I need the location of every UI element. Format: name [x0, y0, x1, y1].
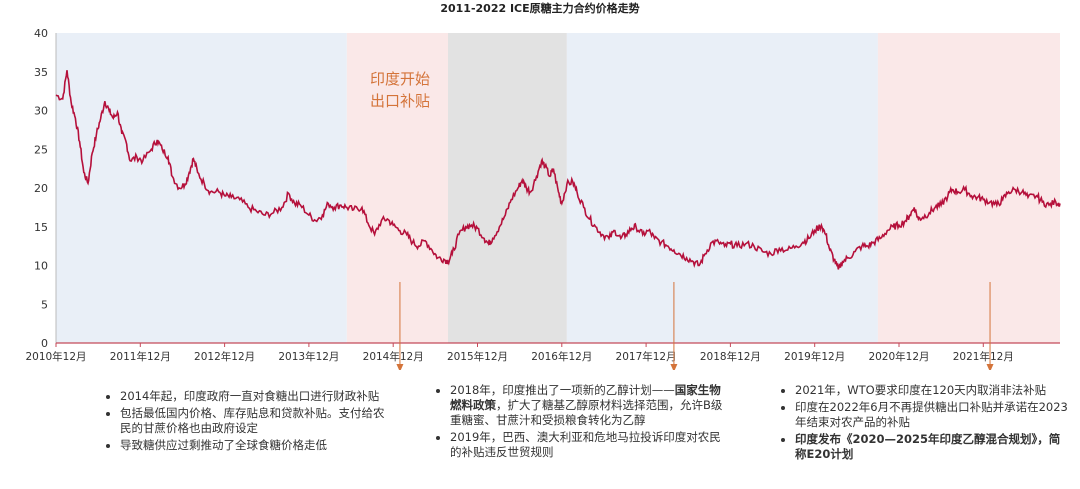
arrow-head-2	[986, 364, 994, 370]
note-2-1-pre: 2018年，印度推出了一项新的乙醇计划——	[450, 383, 675, 397]
chart-title: 2011-2022 ICE原糖主力合约价格走势	[440, 2, 640, 15]
notes-column-2: 2018年，印度推出了一项新的乙醇计划——国家生物燃料政策，扩大了糖基乙醇原材料…	[430, 383, 725, 462]
y-axis: 0 5 10 15 20 25 30 35 40	[34, 27, 57, 350]
shade-region-1	[346, 33, 448, 343]
y-tick-label: 40	[34, 27, 48, 40]
x-tick-label: 2012年12月	[194, 350, 255, 363]
price-series-line	[55, 70, 1061, 270]
arrow-head-0	[396, 364, 404, 370]
x-tick-label: 2015年12月	[447, 350, 508, 363]
note-2-1: 2018年，印度推出了一项新的乙醇计划——国家生物燃料政策，扩大了糖基乙醇原材料…	[450, 383, 725, 428]
shade-region-0	[56, 33, 347, 343]
y-tick-label: 0	[41, 337, 48, 350]
y-tick-label: 10	[34, 260, 48, 273]
x-tick-label: 2011年12月	[110, 350, 171, 363]
note-2-1-post: ，扩大了糖基乙醇原材料选择范围，允许B级重糖蜜、甘蔗汁和受损粮食转化为乙醇	[450, 398, 723, 427]
x-tick-label: 2017年12月	[616, 350, 677, 363]
shade-region-2	[447, 33, 567, 343]
shade-region-3	[566, 33, 878, 343]
note-3-1: 2021年，WTO要求印度在120天内取消非法补贴	[795, 383, 1070, 398]
note-1-2: 包括最低国内价格、库存贴息和贷款补贴。支付给农民的甘蔗价格也由政府设定	[120, 406, 395, 436]
annotation-line-2: 出口补贴	[369, 92, 430, 110]
y-tick-label: 15	[34, 221, 48, 234]
note-2-1-bold: 国家生物燃料政策	[450, 383, 721, 412]
x-tick-label: 2018年12月	[700, 350, 761, 363]
notes-column-1: 2014年起，印度政府一直对食糖出口进行财政补贴 包括最低国内价格、库存贴息和贷…	[100, 389, 395, 455]
x-tick-label: 2020年12月	[868, 350, 929, 363]
y-tick-label: 35	[34, 66, 48, 79]
shaded-regions	[56, 33, 1060, 343]
note-1-1: 2014年起，印度政府一直对食糖出口进行财政补贴	[120, 389, 395, 404]
note-3-2: 印度在2022年6月不再提供糖出口补贴并承诺在2023年结束对农产品的补贴	[795, 400, 1070, 430]
note-2-2: 2019年，巴西、澳大利亚和危地马拉投诉印度对农民的补贴违反世贸规则	[450, 430, 725, 460]
x-tick-label: 2021年12月	[953, 350, 1014, 363]
y-tick-label: 30	[34, 105, 48, 118]
x-axis: 2010年12月 2011年12月 2012年12月 2013年12月 2014年12月…	[25, 342, 1060, 363]
note-3-3: 印度发布《2020—2025年印度乙醇混合规划》，简称E20计划	[795, 432, 1070, 462]
annotation-arrows	[396, 282, 994, 370]
y-tick-label: 25	[34, 143, 48, 156]
price-chart: 0 5 10 15 20 25 30 35 40 2010年12月 2011年12月 2012年12…	[25, 27, 1061, 370]
x-tick-label: 2016年12月	[531, 350, 592, 363]
y-tick-label: 5	[41, 298, 48, 311]
annotation-line-1: 印度开始	[369, 70, 430, 88]
note-1-3: 导致糖供应过剩推动了全球食糖价格走低	[120, 438, 395, 453]
x-tick-label: 2014年12月	[363, 350, 424, 363]
arrow-head-1	[670, 364, 678, 370]
notes-column-3: 2021年，WTO要求印度在120天内取消非法补贴 印度在2022年6月不再提供…	[775, 383, 1070, 464]
note-3-3-bold: 印度发布《2020—2025年印度乙醇混合规划》，简称E20计划	[795, 432, 1061, 461]
x-tick-label: 2013年12月	[278, 350, 339, 363]
shade-region-4	[877, 33, 1060, 343]
y-tick-label: 20	[34, 182, 48, 195]
export-subsidy-annotation: 印度开始 出口补贴	[355, 68, 445, 112]
x-tick-label: 2010年12月	[25, 350, 86, 363]
x-tick-label: 2019年12月	[784, 350, 845, 363]
